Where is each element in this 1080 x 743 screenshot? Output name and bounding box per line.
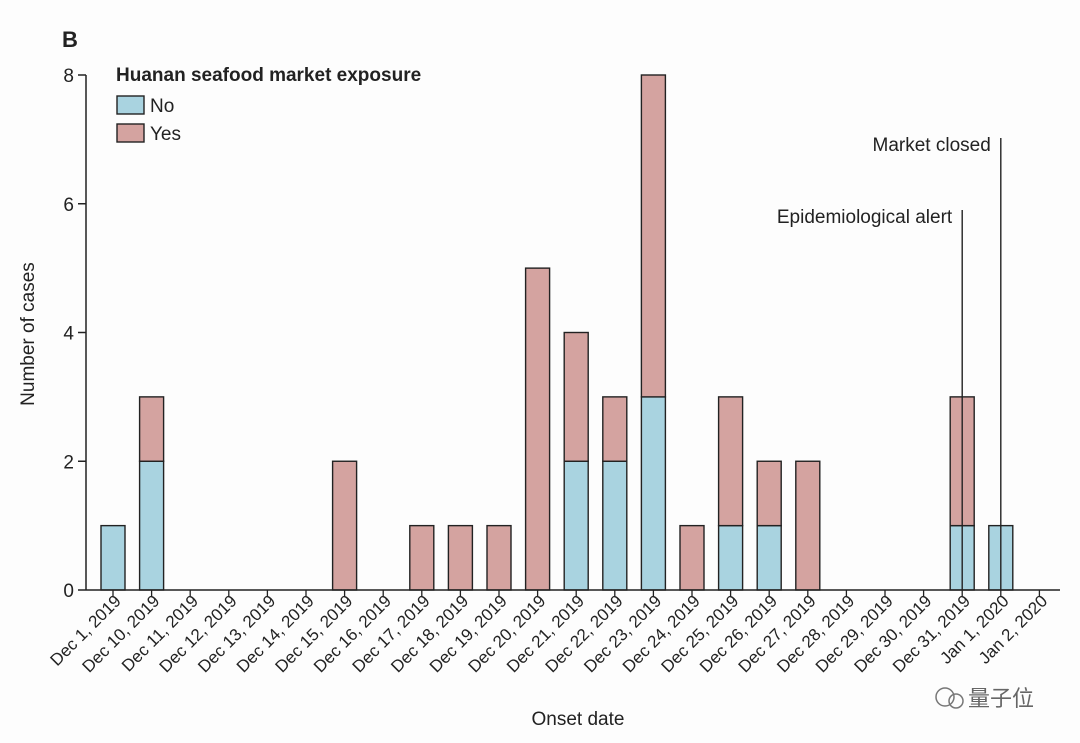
annotation-label-1: Market closed (873, 135, 991, 156)
bar-no-16 (717, 524, 744, 591)
watermark-text: 量子位 (968, 687, 1034, 712)
y-tick-label-0: 0 (63, 581, 74, 602)
x-axis-label: Onset date (532, 709, 625, 730)
bar-no-17 (756, 524, 782, 591)
bars-group (100, 74, 1014, 591)
watermark: 量子位 (935, 687, 1034, 712)
annotations-group: Epidemiological alert Market closed (777, 135, 1002, 590)
bar-no-13 (602, 460, 628, 591)
bar-yes-17 (756, 460, 782, 527)
y-tick-label-8: 8 (63, 66, 74, 87)
bar-yes-13 (602, 396, 628, 462)
bar-no-14 (640, 396, 667, 591)
panel-label: B (62, 27, 78, 52)
legend-title: Huanan seafood market exposure (116, 65, 421, 86)
bar-yes-11 (524, 267, 551, 591)
y-tick-label-4: 4 (63, 324, 74, 345)
wechat-icon-bubble (948, 693, 964, 709)
legend: Huanan seafood market exposure No Yes (116, 65, 421, 145)
bar-yes-1 (138, 396, 165, 462)
legend-swatch-no (116, 95, 145, 115)
wechat-icon (935, 687, 955, 707)
bar-yes-9 (447, 524, 474, 591)
bar-yes-15 (679, 524, 705, 591)
bar-no-12 (563, 460, 589, 591)
bar-no-1 (138, 460, 165, 591)
y-tick-label-6: 6 (63, 195, 74, 216)
bar-no-0 (100, 524, 126, 591)
bar-yes-8 (409, 524, 435, 591)
annotation-label-0: Epidemiological alert (777, 207, 953, 228)
bar-yes-14 (640, 74, 667, 398)
bar-yes-10 (486, 524, 512, 591)
bar-yes-18 (795, 460, 821, 591)
legend-label-no: No (150, 96, 174, 117)
y-axis-label: Number of cases (18, 262, 39, 406)
bar-yes-6 (331, 460, 358, 591)
bar-yes-12 (563, 331, 589, 462)
y-tick-label-2: 2 (63, 452, 74, 473)
legend-swatch-yes (116, 123, 145, 143)
legend-label-yes: Yes (150, 124, 181, 145)
axes-group: 0 2 4 6 8 (63, 66, 1060, 602)
bar-yes-16 (717, 396, 744, 527)
